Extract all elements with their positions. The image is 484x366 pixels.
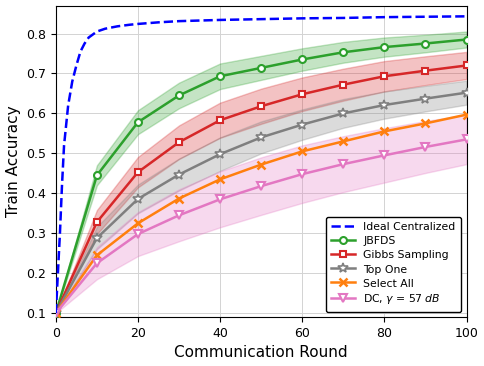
DC, $\gamma$ = 57 $dB$ <box>299 172 305 176</box>
Gibbs Sampling <box>135 170 141 174</box>
Ideal Centralized <box>65 103 71 108</box>
Y-axis label: Train Accuracy: Train Accuracy <box>5 105 20 217</box>
Top One <box>464 90 469 95</box>
DC, $\gamma$ = 57 $dB$ <box>53 311 59 315</box>
Ideal Centralized <box>82 41 88 46</box>
Top One <box>340 111 346 116</box>
Gibbs Sampling <box>176 140 182 144</box>
Ideal Centralized <box>55 271 61 276</box>
Ideal Centralized <box>340 16 346 20</box>
Ideal Centralized <box>464 14 469 19</box>
Ideal Centralized <box>94 29 100 34</box>
Select All <box>53 311 59 315</box>
Ideal Centralized <box>74 63 79 68</box>
Top One <box>176 172 182 177</box>
Ideal Centralized <box>217 18 223 22</box>
JBFDS <box>135 120 141 124</box>
Select All <box>258 163 264 167</box>
DC, $\gamma$ = 57 $dB$ <box>381 153 387 158</box>
Ideal Centralized <box>299 16 305 20</box>
Select All <box>464 112 469 117</box>
JBFDS <box>94 173 100 178</box>
Gibbs Sampling <box>299 92 305 96</box>
Line: JBFDS: JBFDS <box>52 36 470 317</box>
Select All <box>299 149 305 154</box>
Top One <box>423 97 428 101</box>
Ideal Centralized <box>127 23 133 27</box>
DC, $\gamma$ = 57 $dB$ <box>135 232 141 236</box>
JBFDS <box>299 57 305 62</box>
JBFDS <box>258 66 264 70</box>
Ideal Centralized <box>59 183 65 187</box>
Gibbs Sampling <box>381 74 387 78</box>
Ideal Centralized <box>102 26 108 31</box>
Top One <box>258 135 264 139</box>
Select All <box>423 121 428 126</box>
Gibbs Sampling <box>53 311 59 315</box>
Select All <box>94 253 100 257</box>
JBFDS <box>381 45 387 49</box>
Gibbs Sampling <box>258 104 264 108</box>
Top One <box>217 152 223 156</box>
Select All <box>340 139 346 143</box>
Ideal Centralized <box>135 22 141 26</box>
DC, $\gamma$ = 57 $dB$ <box>423 145 428 149</box>
JBFDS <box>423 41 428 46</box>
Ideal Centralized <box>69 79 75 84</box>
JBFDS <box>217 74 223 78</box>
Gibbs Sampling <box>94 220 100 224</box>
Line: DC, $\gamma$ = 57 $dB$: DC, $\gamma$ = 57 $dB$ <box>52 135 470 317</box>
DC, $\gamma$ = 57 $dB$ <box>176 213 182 217</box>
Ideal Centralized <box>57 231 63 235</box>
Select All <box>176 196 182 201</box>
Gibbs Sampling <box>423 68 428 73</box>
Ideal Centralized <box>423 15 428 19</box>
Top One <box>135 197 141 201</box>
DC, $\gamma$ = 57 $dB$ <box>340 162 346 167</box>
Top One <box>381 103 387 107</box>
Line: Ideal Centralized: Ideal Centralized <box>56 16 467 313</box>
Gibbs Sampling <box>217 118 223 122</box>
DC, $\gamma$ = 57 $dB$ <box>217 197 223 202</box>
Select All <box>381 129 387 134</box>
Top One <box>299 122 305 127</box>
Gibbs Sampling <box>464 63 469 68</box>
DC, $\gamma$ = 57 $dB$ <box>94 261 100 265</box>
Ideal Centralized <box>115 24 121 29</box>
Ideal Centralized <box>258 17 264 21</box>
JBFDS <box>340 50 346 55</box>
Ideal Centralized <box>381 15 387 19</box>
JBFDS <box>464 37 469 42</box>
Ideal Centralized <box>61 143 67 147</box>
Line: Select All: Select All <box>52 111 470 317</box>
DC, $\gamma$ = 57 $dB$ <box>464 137 469 142</box>
X-axis label: Communication Round: Communication Round <box>174 346 348 361</box>
Legend: Ideal Centralized, JBFDS, Gibbs Sampling, Top One, Select All, DC, $\gamma$ = 57: Ideal Centralized, JBFDS, Gibbs Sampling… <box>326 217 461 312</box>
Line: Gibbs Sampling: Gibbs Sampling <box>52 62 470 317</box>
Ideal Centralized <box>77 49 83 54</box>
Ideal Centralized <box>176 19 182 23</box>
Ideal Centralized <box>53 311 59 315</box>
Line: Top One: Top One <box>51 88 471 318</box>
JBFDS <box>53 311 59 315</box>
Select All <box>135 221 141 225</box>
Ideal Centralized <box>86 36 91 40</box>
JBFDS <box>176 93 182 98</box>
Ideal Centralized <box>155 20 161 25</box>
Gibbs Sampling <box>340 82 346 87</box>
Top One <box>53 311 59 315</box>
DC, $\gamma$ = 57 $dB$ <box>258 184 264 188</box>
Select All <box>217 177 223 182</box>
Top One <box>94 236 100 240</box>
